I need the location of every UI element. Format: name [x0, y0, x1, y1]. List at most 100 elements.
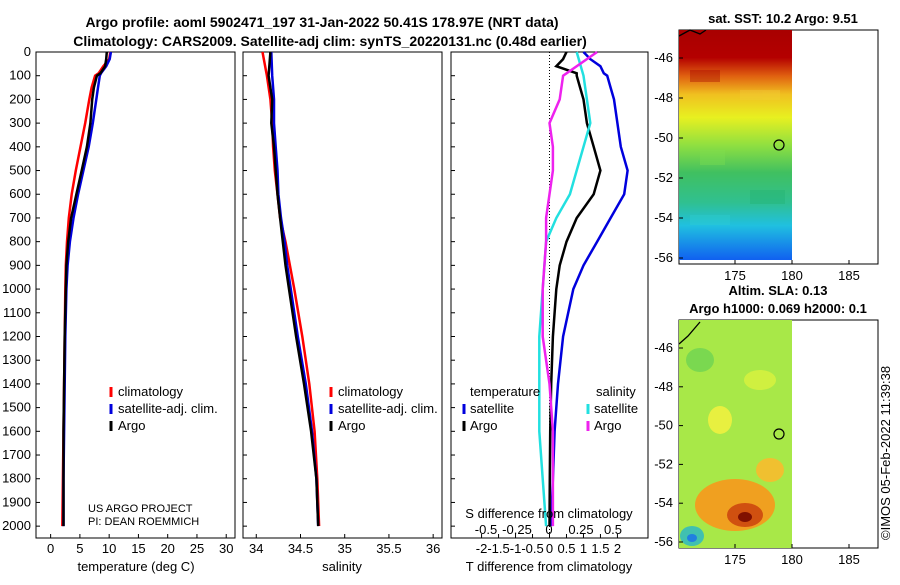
- header-line2: Climatology: CARS2009. Satellite-adj cli…: [73, 33, 587, 49]
- depth-tick-label: 900: [9, 257, 31, 272]
- lat-tick-label: -52: [654, 170, 673, 185]
- header-line1: Argo profile: aoml 5902471_197 31-Jan-20…: [85, 14, 558, 30]
- legend-title-salinity: salinity: [596, 384, 636, 399]
- lon-tick-label: 180: [781, 268, 803, 283]
- s-tick-label: -0.25: [502, 522, 532, 537]
- depth-tick-label: 2000: [2, 518, 31, 533]
- lat-tick-label: -54: [654, 210, 673, 225]
- legend-label-argo: Argo: [338, 418, 365, 433]
- x-tick-label: 0: [47, 541, 54, 556]
- lon-tick-label: 185: [838, 552, 860, 567]
- x-tick-label: 1.5: [591, 541, 609, 556]
- salinity-legend: climatology satellite-adj. clim. Argo: [329, 384, 438, 433]
- coastline: [678, 29, 707, 37]
- legend-label-climatology: climatology: [118, 384, 184, 399]
- legend-title-temperature: temperature: [470, 384, 540, 399]
- x-tick-label: 30: [219, 541, 233, 556]
- series-line-argo: [267, 51, 320, 527]
- x-tick-label: 25: [190, 541, 204, 556]
- sst-argo-marker: [773, 139, 785, 151]
- depth-tick-label: 100: [9, 68, 31, 83]
- depth-tick-label: 700: [9, 210, 31, 225]
- legend-label-argo: Argo: [118, 418, 145, 433]
- x-tick-label: 5: [76, 541, 83, 556]
- depth-tick-label: 1000: [2, 281, 31, 296]
- depth-tick-label: 1200: [2, 328, 31, 343]
- sst-map-title: sat. SST: 10.2 Argo: 9.51: [708, 11, 858, 26]
- depth-tick-label: 1500: [2, 400, 31, 415]
- x-tick-label: 15: [131, 541, 145, 556]
- x-tick-label: 20: [160, 541, 174, 556]
- depth-tick-label: 1400: [2, 376, 31, 391]
- series-line-argo: [62, 51, 109, 527]
- s-tick-label: 0: [545, 522, 552, 537]
- series-line-s-satellite: [538, 51, 592, 527]
- legend-label-t-argo: Argo: [470, 418, 497, 433]
- lat-tick-label: -48: [654, 379, 673, 394]
- lat-tick-label: -52: [654, 456, 673, 471]
- series-line-satellite-adj-clim-: [270, 51, 320, 527]
- credit-line1: US ARGO PROJECT: [88, 503, 193, 515]
- lon-tick-label: 180: [781, 552, 803, 567]
- x-tick-label: 0.5: [557, 541, 575, 556]
- series-line-climatology: [61, 51, 112, 527]
- depth-tick-label: 1800: [2, 471, 31, 486]
- legend-label-s-argo: Argo: [594, 418, 621, 433]
- s-tick-label: -0.5: [475, 522, 497, 537]
- x-tick-label: -1: [510, 541, 522, 556]
- series-line-t-argo: [548, 51, 602, 527]
- series-line-t-satellite: [549, 51, 629, 527]
- sla-map-axes: 175 180 185 -46 -48 -50 -52 -54 -56: [654, 340, 860, 567]
- lat-tick-label: -50: [654, 418, 673, 433]
- temperature-panel: [35, 51, 236, 539]
- sla-map-title1: Altim. SLA: 0.13: [729, 283, 828, 298]
- x-tick-label: 0: [546, 541, 553, 556]
- depth-tick-label: 500: [9, 163, 31, 178]
- sla-argo-marker: [773, 428, 785, 440]
- lat-tick-label: -56: [654, 534, 673, 549]
- depth-tick-label: 0: [24, 44, 31, 59]
- depth-tick-label: 1100: [3, 305, 31, 320]
- temperature-plot: 0 5 10 15 20 25 30: [47, 51, 233, 556]
- lat-tick-label: -46: [654, 340, 673, 355]
- legend-label-satellite: satellite-adj. clim.: [118, 401, 218, 416]
- s-tick-label: 0.5: [604, 522, 622, 537]
- lon-tick-label: 175: [724, 552, 746, 567]
- s-tick-label: 0.25: [568, 522, 593, 537]
- difference-plot: -2 -1.5 -1 -0.5 0 0.5 1 1.5 2: [476, 50, 629, 556]
- depth-tick-label: 300: [9, 115, 31, 130]
- sst-map-texture: [690, 70, 785, 225]
- depth-tick-label: 800: [9, 234, 31, 249]
- difference-xlabel: T difference from climatology: [466, 559, 633, 574]
- depth-tick-label: 1700: [2, 447, 31, 462]
- coastline: [678, 321, 701, 345]
- lon-tick-label: 185: [838, 268, 860, 283]
- salinity-plot: 34 34.5 35 35.5 36: [249, 51, 440, 556]
- lat-tick-label: -50: [654, 130, 673, 145]
- depth-axis: 0 100 200 300 400 500 600 700 800 900 1000 1100 1200…: [2, 44, 455, 533]
- salinity-xlabel: salinity: [322, 559, 362, 574]
- salinity-panel: [242, 51, 443, 539]
- depth-tick-label: 200: [9, 91, 31, 106]
- depth-tick-label: 600: [9, 186, 31, 201]
- lat-tick-label: -54: [654, 495, 673, 510]
- timestamp-stamp: ©IMOS 05-Feb-2022 11:39:38: [878, 366, 893, 540]
- x-tick-label: 34: [249, 541, 263, 556]
- x-tick-label: 36: [426, 541, 440, 556]
- depth-tick-label: 400: [9, 139, 31, 154]
- lat-tick-label: -56: [654, 250, 673, 265]
- series-line-satellite-adj-clim-: [62, 51, 113, 527]
- difference-x2label: S difference from climatology: [465, 506, 633, 521]
- depth-tick-label: 1600: [2, 423, 31, 438]
- depth-tick-label: 1900: [2, 494, 31, 509]
- x-tick-label: 35.5: [376, 541, 401, 556]
- legend-label-climatology: climatology: [338, 384, 404, 399]
- temperature-legend: climatology satellite-adj. clim. Argo: [109, 384, 218, 433]
- x-tick-label: 1: [580, 541, 587, 556]
- x-tick-label: -1.5: [487, 541, 509, 556]
- legend-label-t-satellite: satellite: [470, 401, 514, 416]
- x-tick-label: -2: [476, 541, 488, 556]
- sst-map-axes: 175 180 185 -46 -48 -50 -52 -54 -56: [654, 50, 860, 283]
- x-tick-label: 2: [614, 541, 621, 556]
